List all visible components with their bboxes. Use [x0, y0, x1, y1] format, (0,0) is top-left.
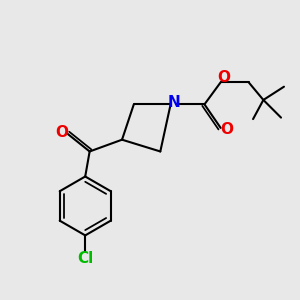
Text: O: O: [55, 125, 68, 140]
Text: O: O: [217, 70, 230, 86]
Text: N: N: [168, 95, 181, 110]
Text: O: O: [220, 122, 233, 137]
Text: Cl: Cl: [77, 251, 93, 266]
